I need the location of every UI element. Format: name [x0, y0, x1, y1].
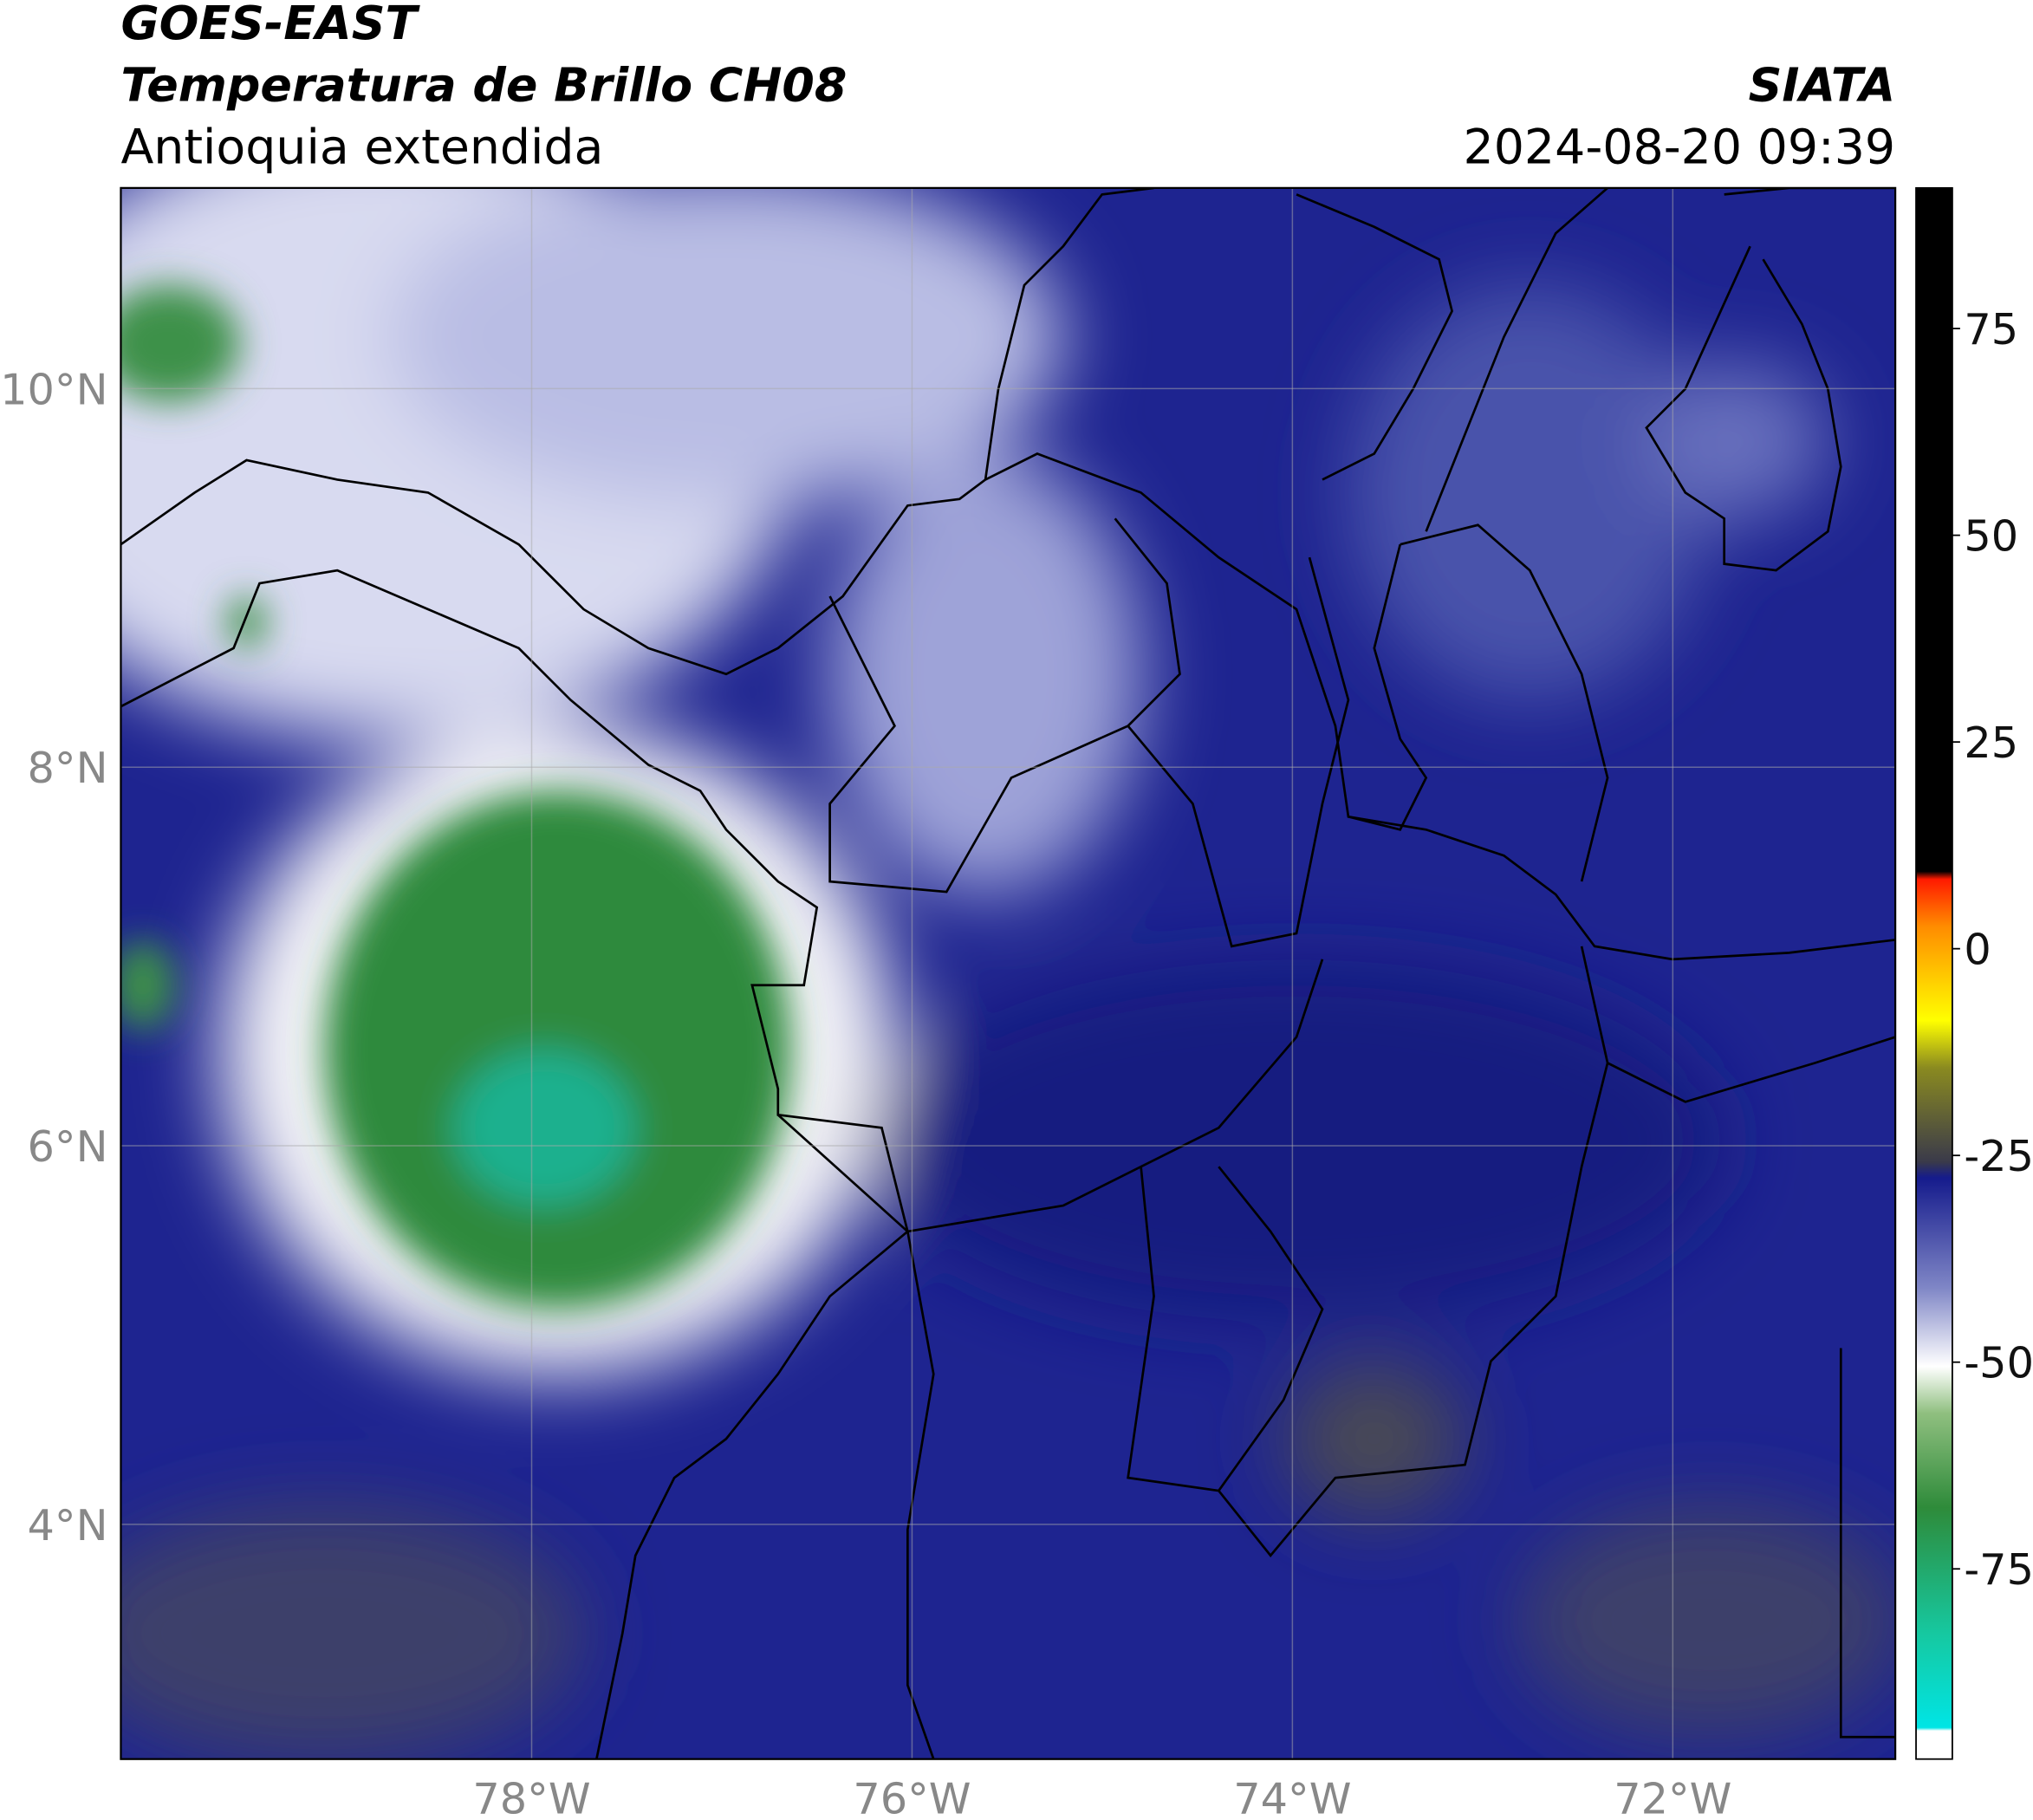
x-tick-label: 74°W — [1233, 1774, 1351, 1820]
satellite-image — [120, 187, 1896, 1759]
colorbar-tick-label: 25 — [1964, 718, 2018, 768]
colorbar-tick-label: -75 — [1964, 1544, 2033, 1595]
source: SIATA — [1749, 58, 1896, 113]
colorbar — [1915, 186, 1953, 1760]
subtitle: Temperatura de Brillo CH08 — [120, 58, 847, 113]
grid-layer — [120, 187, 1896, 1759]
title: GOES-EAST — [120, 0, 420, 50]
labels: 78°W 76°W 74°W 72°W 10°N 8°N 6°N 4°N 75 50 25 0 -25 -… — [0, 304, 2033, 1820]
map-frame — [120, 186, 1897, 1760]
y-tick-label: 10°N — [0, 364, 107, 414]
coastlines — [120, 187, 1896, 1759]
colorbar-tick-label: -25 — [1964, 1131, 2033, 1181]
y-tick-label: 4°N — [28, 1500, 108, 1550]
y-tick-label: 8°N — [28, 743, 108, 793]
colorbar-tick-label: 75 — [1964, 304, 2018, 354]
datetime: 2024-08-20 09:39 — [1464, 120, 1896, 175]
colorbar-tick-label: 50 — [1964, 511, 2018, 562]
y-tick-label: 6°N — [28, 1121, 108, 1172]
x-tick-label: 76°W — [853, 1774, 971, 1820]
colorbar-tick-label: -50 — [1964, 1338, 2033, 1388]
colorbar-tick-label: 0 — [1964, 925, 1991, 975]
region: Antioquia extendida — [120, 120, 603, 175]
x-tick-label: 72°W — [1614, 1774, 1731, 1820]
x-tick-label: 78°W — [472, 1774, 590, 1820]
